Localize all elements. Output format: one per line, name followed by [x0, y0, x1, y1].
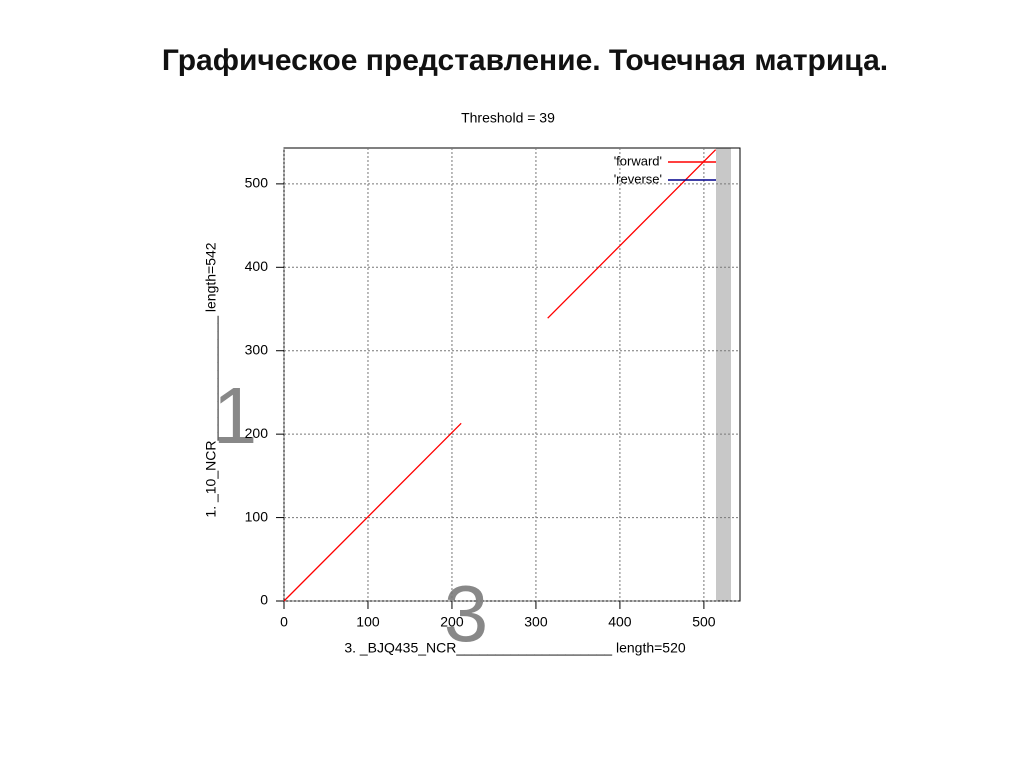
y-axis-label: 1. _10_NCR________________ length=542 [203, 242, 219, 517]
y-tick-label: 500 [245, 175, 269, 191]
y-tick-label: 400 [245, 258, 269, 274]
x-tick-label: 300 [524, 614, 548, 630]
length-band [716, 148, 731, 601]
legend-label: 'reverse' [614, 171, 662, 186]
chart-title: Threshold = 39 [461, 110, 555, 126]
y-tick-label: 100 [245, 508, 269, 524]
x-tick-label: 500 [692, 614, 716, 630]
y-tick-label: 0 [260, 592, 268, 608]
annotation: 1 [213, 371, 258, 460]
x-tick-label: 100 [356, 614, 380, 630]
x-axis-label: 3. _BJQ435_NCR____________________ lengt… [344, 640, 686, 656]
legend-label: 'forward' [614, 153, 662, 168]
annotation: 3 [444, 569, 489, 658]
y-tick-label: 300 [245, 341, 269, 357]
x-tick-label: 0 [280, 614, 288, 630]
y-tick-label: 200 [245, 425, 269, 441]
slide-title: Графическое представление. Точечная матр… [162, 44, 888, 77]
x-tick-label: 400 [608, 614, 632, 630]
x-tick-label: 200 [440, 614, 464, 630]
series-line [283, 149, 717, 602]
